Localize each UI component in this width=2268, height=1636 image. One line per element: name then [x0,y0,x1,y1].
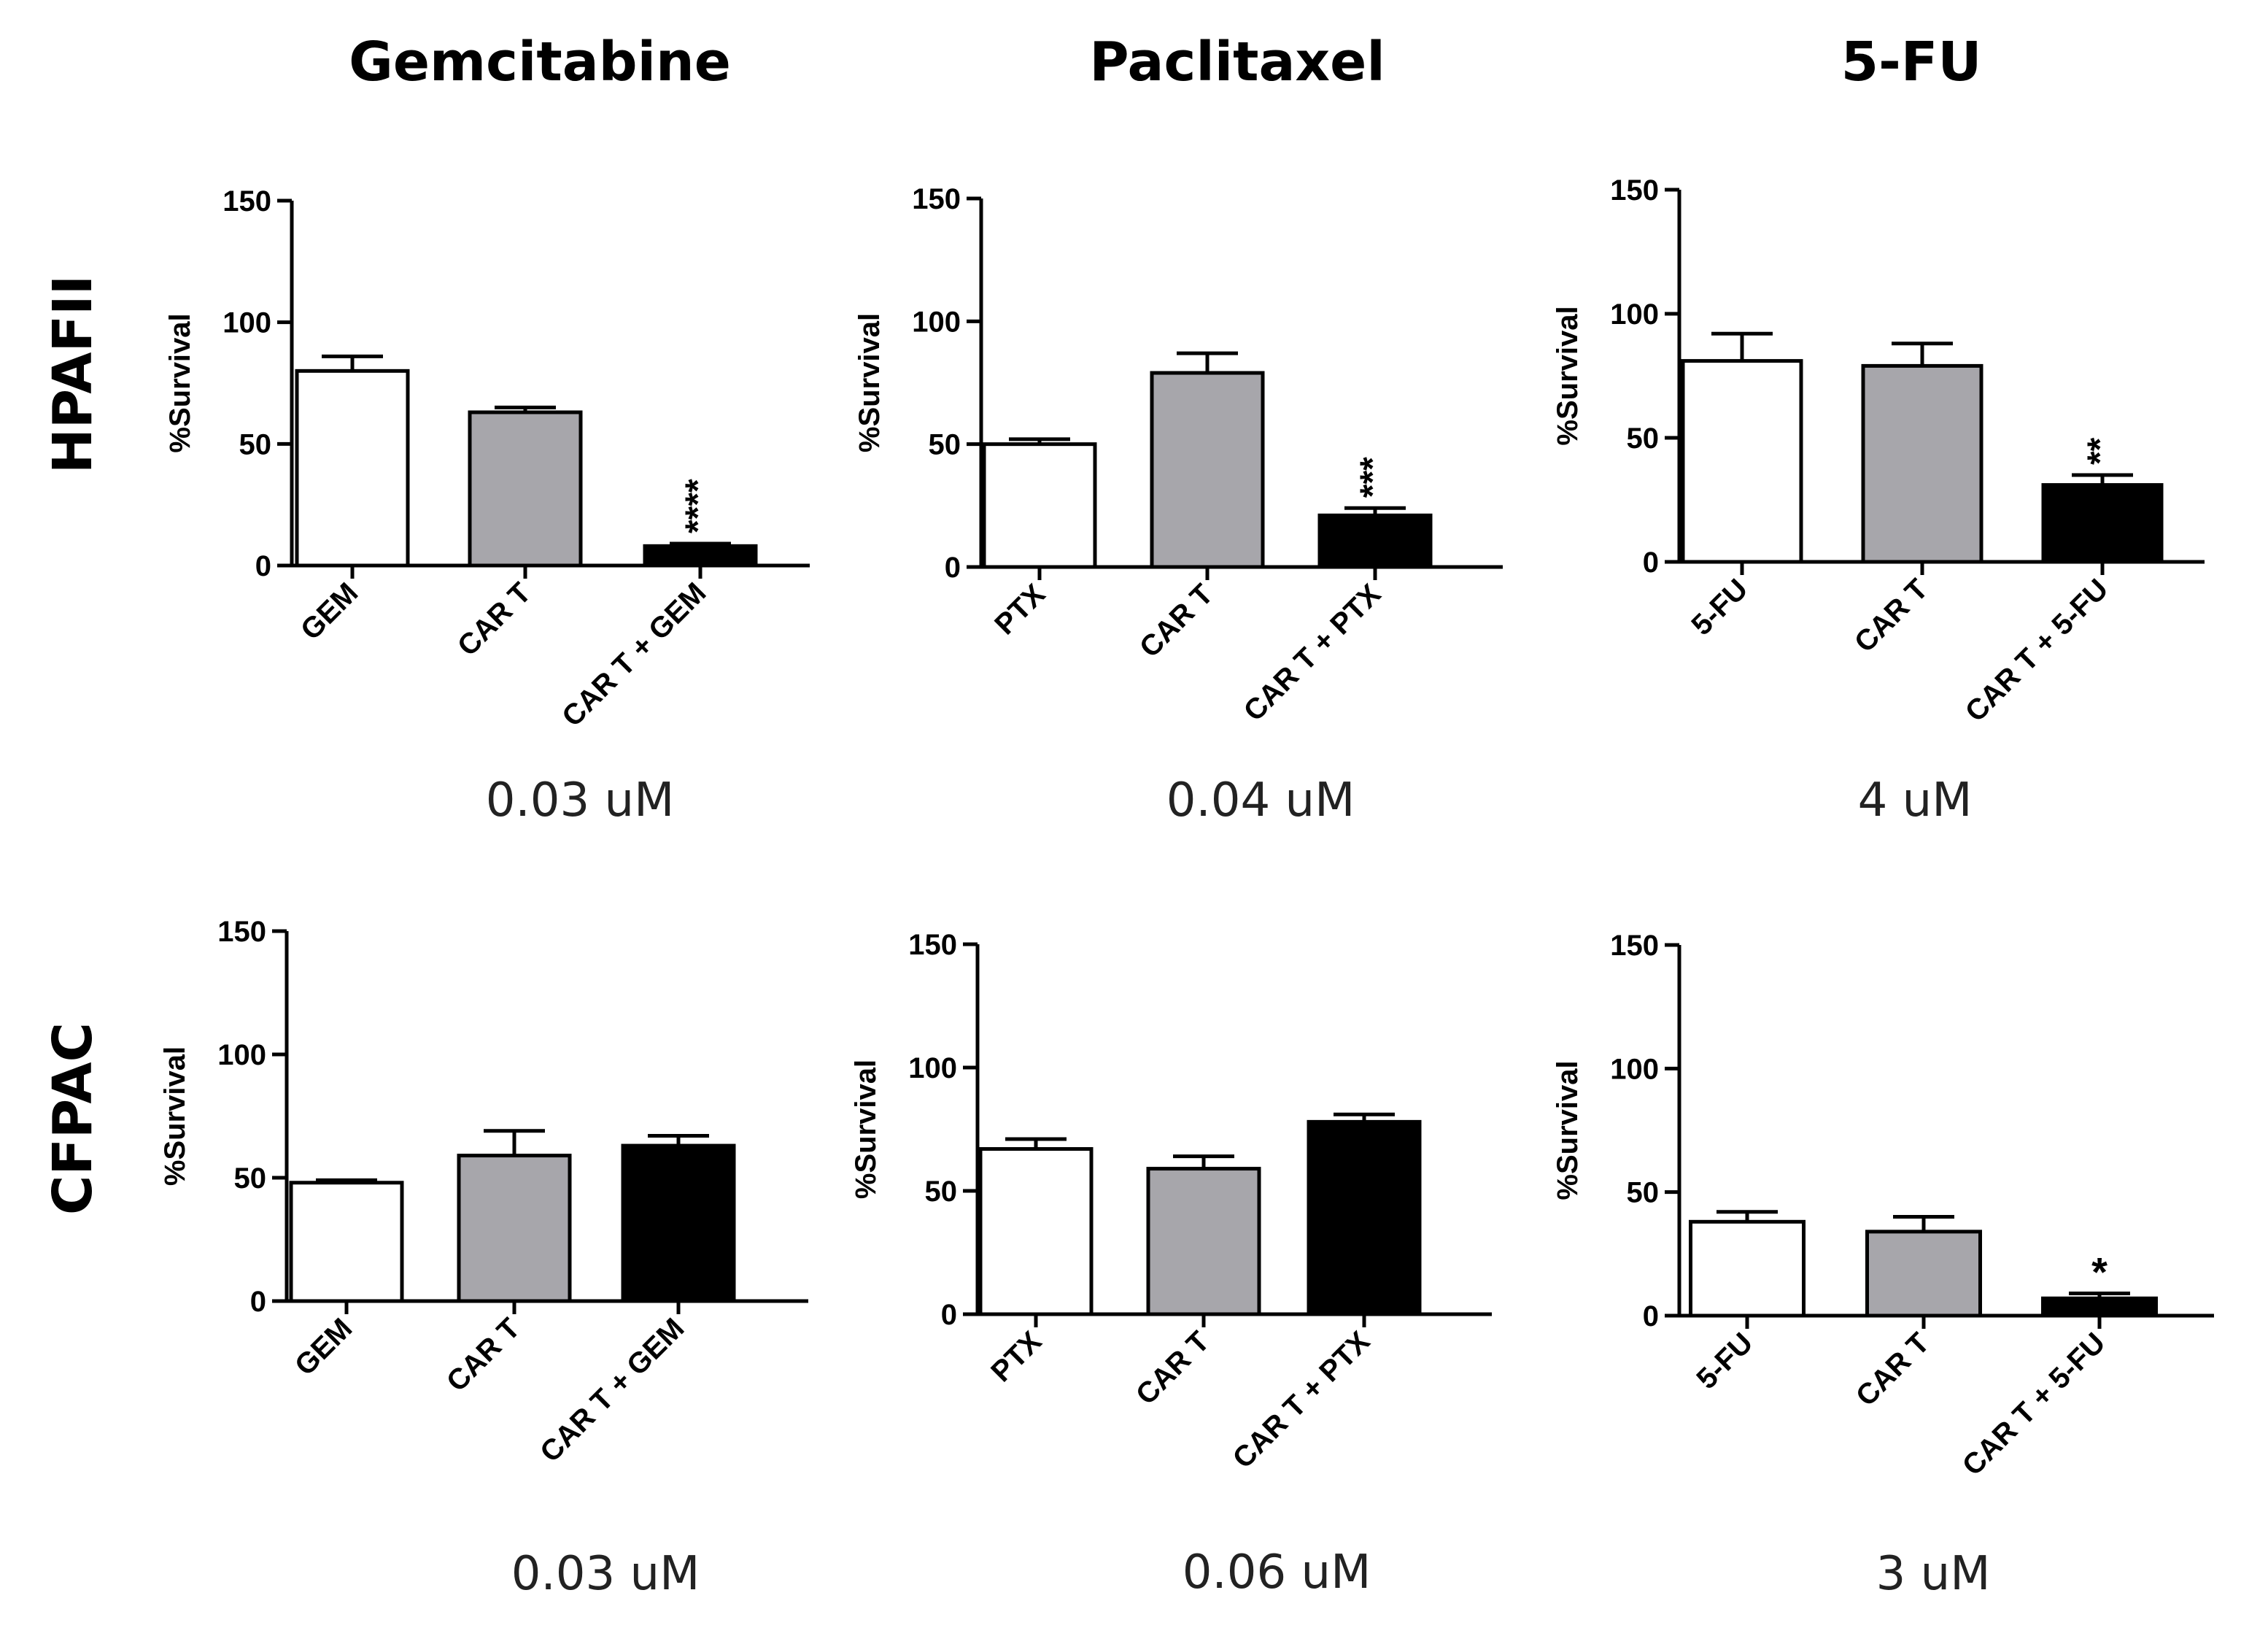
concentration-label: 0.06 uM [1182,1546,1371,1600]
bar-ptx [978,1147,1094,1316]
concentration-label: 0.04 uM [1166,773,1355,827]
y-tick-label: 100 [912,306,961,338]
y-tick-label: 150 [1610,174,1659,207]
column-title-5fu: 5-FU [1841,31,1982,93]
y-tick-label: 150 [1610,930,1659,962]
y-tick-label: 50 [929,429,961,461]
y-tick-label: 0 [250,1286,266,1318]
y-tick-label: 0 [1643,547,1659,579]
y-tick-label: 50 [1627,422,1660,455]
bar-car-t [1865,1230,1982,1318]
significance-marker: * [2091,1249,2108,1295]
y-tick-label: 100 [908,1052,957,1084]
y-tick-label: 100 [222,307,271,339]
bar-car-t [1146,1167,1261,1316]
x-tick-label: CAR T + 5-FU [1957,1327,2112,1482]
y-axis-label: %Survival [850,1060,882,1199]
concentration-label: 3 uM [1876,1547,1991,1601]
bar-car-t-5-fu [2041,483,2164,564]
x-tick-label: CAR T [1850,1327,1936,1413]
y-tick-label: 0 [945,552,961,584]
bar-car-t-gem [621,1143,736,1303]
y-axis-label: %Survival [164,313,196,452]
significance-marker: ** [2081,437,2120,465]
bar-ptx [982,442,1097,569]
column-title-paclitaxel: Paclitaxel [1089,31,1385,93]
y-axis-label: %Survival [854,313,886,452]
significance-marker: *** [1354,457,1393,498]
bar-car-t [1150,371,1265,569]
y-tick-label: 50 [1627,1177,1660,1209]
concentration-label: 4 uM [1857,773,1973,827]
y-tick-label: 150 [912,183,961,215]
y-tick-label: 150 [217,916,266,948]
y-tick-label: 150 [908,929,957,961]
concentration-label: 0.03 uM [485,773,675,827]
bar-5-fu [1689,1219,1806,1318]
y-tick-label: 100 [1610,1053,1659,1085]
bar-car-t [457,1154,572,1303]
column-title-gemcitabine: Gemcitabine [349,31,731,93]
y-axis-label: %Survival [1552,306,1584,445]
y-tick-label: 100 [1610,298,1659,331]
y-tick-label: 150 [222,185,271,217]
y-tick-label: 50 [925,1176,958,1208]
y-tick-label: 50 [234,1162,267,1195]
y-tick-label: 0 [1643,1300,1659,1332]
bar-car-t-ptx [1317,513,1433,569]
concentration-label: 0.03 uM [511,1547,700,1601]
significance-marker: **** [679,479,718,533]
y-tick-label: 0 [255,550,271,582]
y-tick-label: 50 [239,428,272,460]
y-tick-label: 0 [941,1299,957,1331]
x-tick-label: 5-FU [1690,1327,1759,1395]
y-axis-label: %Survival [1552,1060,1584,1200]
y-tick-label: 100 [217,1039,266,1071]
y-axis-label: %Survival [159,1046,191,1186]
bar-car-t-5-fu [2041,1296,2158,1318]
